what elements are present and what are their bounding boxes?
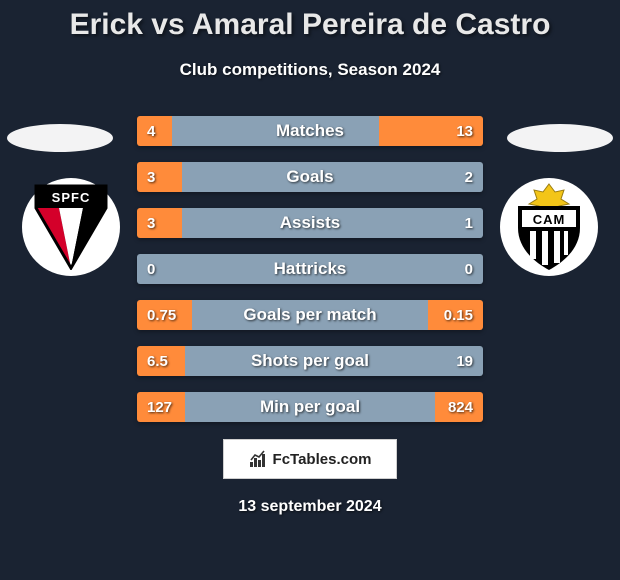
stat-bar-left: [137, 162, 182, 192]
stat-value-right: 1: [465, 215, 473, 232]
stat-value-left: 0.75: [147, 307, 176, 324]
stat-row: 31Assists: [137, 208, 483, 238]
stat-bar-mid: [182, 162, 483, 192]
stats-bars: 413Matches32Goals31Assists00Hattricks0.7…: [137, 116, 483, 438]
stat-value-right: 0: [465, 261, 473, 278]
stat-row: 00Hattricks: [137, 254, 483, 284]
stat-row: 6.519Shots per goal: [137, 346, 483, 376]
stat-row: 32Goals: [137, 162, 483, 192]
stat-value-right: 2: [465, 169, 473, 186]
stat-row: 0.750.15Goals per match: [137, 300, 483, 330]
stat-value-left: 127: [147, 399, 172, 416]
date-text: 13 september 2024: [0, 498, 620, 516]
crest-left-text: SPFC: [52, 190, 91, 205]
stat-bar-mid: [192, 300, 427, 330]
stat-bar-mid: [172, 116, 380, 146]
stat-bar-mid: [182, 208, 483, 238]
stat-row: 127824Min per goal: [137, 392, 483, 422]
stat-value-left: 3: [147, 215, 155, 232]
stat-value-right: 824: [448, 399, 473, 416]
footer-attribution[interactable]: FcTables.com: [223, 439, 397, 479]
page-subtitle: Club competitions, Season 2024: [0, 60, 620, 80]
stat-value-right: 19: [456, 353, 473, 370]
sao-paulo-crest-icon: SPFC: [32, 184, 110, 270]
atletico-mineiro-crest-icon: CAM: [508, 182, 590, 272]
stat-row: 413Matches: [137, 116, 483, 146]
comparison-stage: SPFC CAM 413Matches32Goals31Assists00Hat…: [0, 100, 620, 560]
stat-bar-mid: [185, 346, 483, 376]
player-right-shadow: [507, 124, 613, 152]
stat-bar-mid: [137, 254, 483, 284]
stat-value-right: 0.15: [444, 307, 473, 324]
crest-right-text: CAM: [533, 212, 566, 227]
stat-value-left: 0: [147, 261, 155, 278]
fctables-logo-icon: [249, 450, 267, 468]
stat-value-left: 6.5: [147, 353, 168, 370]
club-crest-left: SPFC: [22, 178, 120, 276]
stat-value-left: 3: [147, 169, 155, 186]
footer-text: FcTables.com: [273, 451, 372, 468]
stat-value-right: 13: [456, 123, 473, 140]
club-crest-right: CAM: [500, 178, 598, 276]
stat-bar-left: [137, 208, 182, 238]
player-left-shadow: [7, 124, 113, 152]
stat-bar-mid: [185, 392, 434, 422]
page-title: Erick vs Amaral Pereira de Castro: [0, 0, 620, 42]
stat-value-left: 4: [147, 123, 155, 140]
